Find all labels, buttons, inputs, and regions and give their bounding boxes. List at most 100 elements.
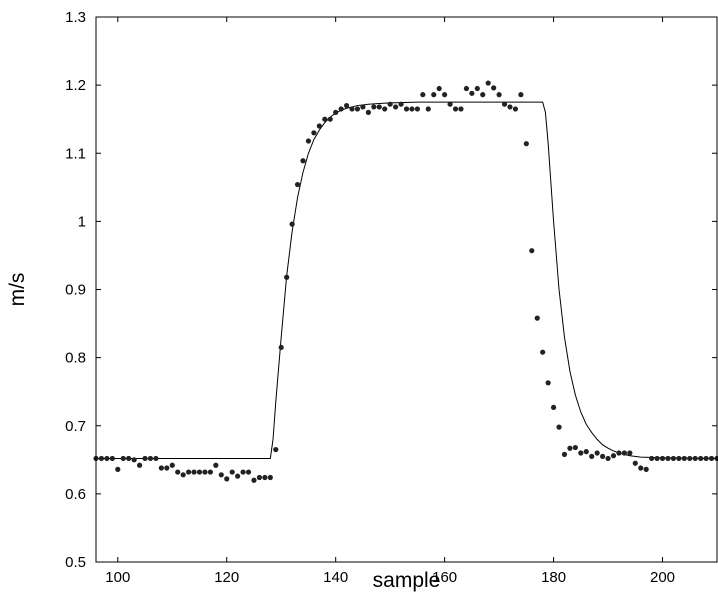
data-point: [452, 106, 459, 112]
data-point: [638, 465, 644, 471]
data-point: [589, 453, 595, 460]
y-tick-label: 1.3: [65, 9, 86, 26]
data-point: [235, 473, 241, 479]
data-point: [409, 106, 415, 112]
y-tick-label: 0.9: [65, 282, 86, 299]
data-point: [420, 92, 426, 98]
data-point: [349, 106, 355, 112]
data-point: [578, 450, 584, 456]
data-point: [463, 85, 470, 92]
data-point: [387, 101, 393, 107]
data-point: [153, 455, 159, 462]
ticks: 100 120 140 160 180 200 0.5 0.6 0.7 0.8 0.9 1 1.1 1.2…: [65, 9, 717, 586]
data-point: [692, 455, 698, 462]
data-point: [507, 104, 513, 110]
data-point: [523, 141, 529, 147]
data-point: [311, 130, 317, 136]
x-tick-label: 160: [432, 569, 457, 586]
x-axis-label: sample: [373, 569, 441, 592]
data-point: [403, 106, 410, 112]
data-point: [338, 106, 344, 112]
data-point: [534, 315, 540, 321]
data-point: [491, 85, 497, 91]
data-point: [572, 444, 578, 451]
data-point: [665, 455, 671, 462]
data-point: [365, 109, 371, 115]
data-point: [474, 85, 480, 92]
data-point: [322, 116, 328, 122]
data-point: [343, 102, 350, 109]
data-point: [289, 221, 295, 227]
data-point: [414, 106, 420, 112]
axes-box: [95, 16, 718, 563]
x-tick-label: 120: [214, 569, 239, 586]
plot-marks: [93, 80, 718, 483]
data-point: [186, 469, 192, 475]
data-point: [382, 106, 388, 112]
data-point: [600, 453, 606, 460]
data-point: [213, 462, 219, 468]
data-point: [207, 469, 213, 475]
data-point: [294, 181, 301, 188]
data-point: [267, 474, 273, 481]
data-point: [147, 455, 154, 462]
data-point: [670, 455, 677, 462]
data-point: [169, 462, 175, 468]
data-point: [284, 274, 290, 280]
data-point: [458, 106, 464, 112]
x-tick-label: 140: [323, 569, 348, 586]
data-point: [605, 455, 611, 462]
data-point: [175, 469, 181, 475]
x-tick-label: 180: [541, 569, 566, 586]
data-point: [300, 158, 306, 164]
data-point: [676, 455, 682, 462]
data-point: [556, 424, 562, 430]
data-point: [545, 380, 551, 386]
data-point: [196, 469, 203, 475]
data-point: [567, 445, 573, 451]
data-point: [681, 455, 687, 462]
data-point: [316, 123, 322, 129]
data-point: [164, 465, 170, 471]
data-point: [431, 92, 437, 98]
data-point: [393, 104, 399, 110]
data-point: [376, 104, 382, 110]
data-point: [616, 450, 622, 456]
data-point: [698, 455, 704, 462]
data-point: [442, 92, 448, 98]
data-point: [512, 106, 519, 112]
data-point: [229, 469, 235, 475]
data-point: [305, 138, 312, 144]
data-point: [360, 104, 366, 110]
data-point: [240, 469, 246, 475]
fit-line: [96, 101, 718, 459]
data-point: [115, 466, 121, 472]
data-point: [659, 455, 666, 462]
data-point: [256, 474, 263, 481]
data-point: [158, 465, 164, 471]
data-point: [627, 450, 633, 456]
data-point: [447, 101, 453, 107]
data-point: [327, 116, 333, 122]
y-tick-label: 1: [78, 213, 86, 230]
data-point: [136, 462, 143, 468]
y-tick-label: 1.2: [65, 77, 86, 94]
data-point: [262, 474, 268, 481]
y-tick-label: 0.5: [65, 554, 86, 571]
data-point: [550, 404, 557, 410]
data-point: [273, 446, 279, 453]
x-tick-label: 100: [105, 569, 130, 586]
data-point: [632, 460, 638, 466]
data-point: [654, 455, 660, 462]
data-point: [501, 101, 508, 107]
data-point: [104, 455, 110, 462]
data-point: [245, 469, 252, 475]
data-point: [621, 450, 627, 456]
data-point: [354, 106, 361, 112]
x-tick-label: 200: [650, 569, 675, 586]
data-point: [251, 477, 257, 483]
data-point: [120, 455, 126, 462]
data-point: [333, 109, 339, 115]
data-point: [142, 455, 148, 462]
